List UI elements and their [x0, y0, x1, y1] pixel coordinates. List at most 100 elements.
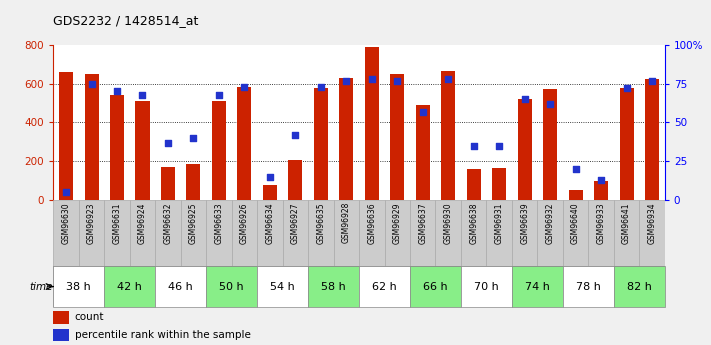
Text: GSM96638: GSM96638 — [469, 202, 479, 244]
Text: GSM96923: GSM96923 — [87, 202, 96, 244]
Point — [289, 132, 301, 138]
Point — [442, 76, 454, 82]
Bar — [619, 88, 634, 200]
Bar — [416, 105, 429, 200]
Text: GSM96931: GSM96931 — [495, 202, 503, 244]
Text: GSM96928: GSM96928 — [342, 202, 351, 243]
Bar — [53, 266, 105, 307]
Bar — [563, 200, 589, 266]
Bar — [308, 266, 359, 307]
Text: GSM96932: GSM96932 — [545, 202, 555, 244]
Text: GSM96639: GSM96639 — [520, 202, 529, 244]
Text: 42 h: 42 h — [117, 282, 142, 292]
Point — [213, 92, 225, 97]
Bar — [333, 200, 359, 266]
Bar — [563, 266, 614, 307]
Bar — [614, 266, 665, 307]
Bar — [442, 71, 455, 200]
Text: GSM96636: GSM96636 — [368, 202, 376, 244]
Point — [188, 135, 199, 141]
Bar — [206, 200, 232, 266]
Bar — [385, 200, 410, 266]
Text: GSM96634: GSM96634 — [265, 202, 274, 244]
Point — [315, 84, 326, 89]
Point — [239, 84, 250, 89]
Point — [545, 101, 556, 107]
Bar — [410, 266, 461, 307]
Bar — [79, 200, 105, 266]
Point — [468, 143, 479, 148]
Bar — [538, 200, 563, 266]
Point — [341, 78, 352, 83]
Bar — [543, 89, 557, 200]
Bar — [186, 164, 201, 200]
Text: GSM96631: GSM96631 — [112, 202, 122, 244]
Text: GSM96926: GSM96926 — [240, 202, 249, 244]
Text: time: time — [29, 282, 53, 292]
Bar — [435, 200, 461, 266]
Text: percentile rank within the sample: percentile rank within the sample — [75, 331, 250, 341]
Bar — [263, 185, 277, 200]
Bar — [645, 79, 659, 200]
Bar — [257, 266, 308, 307]
Bar — [53, 200, 79, 266]
Text: GSM96635: GSM96635 — [316, 202, 326, 244]
Text: GSM96930: GSM96930 — [444, 202, 453, 244]
Bar — [486, 200, 512, 266]
Text: 38 h: 38 h — [66, 282, 91, 292]
Text: GSM96929: GSM96929 — [392, 202, 402, 244]
Bar — [518, 99, 532, 200]
Bar — [512, 266, 563, 307]
Bar — [461, 200, 486, 266]
Bar — [569, 190, 582, 200]
Bar — [155, 200, 181, 266]
Bar — [232, 200, 257, 266]
Point — [570, 166, 582, 172]
Text: GSM96925: GSM96925 — [189, 202, 198, 244]
Bar — [461, 266, 512, 307]
Bar — [390, 74, 405, 200]
Point — [417, 109, 429, 114]
Bar — [512, 200, 538, 266]
Point — [366, 76, 378, 82]
Bar — [594, 181, 608, 200]
Point — [60, 189, 72, 195]
Bar — [289, 160, 302, 200]
Bar — [237, 87, 252, 200]
Bar — [110, 95, 124, 200]
Bar — [308, 200, 333, 266]
Point — [595, 177, 606, 183]
Bar — [136, 101, 149, 200]
Point — [137, 92, 148, 97]
Bar — [206, 266, 257, 307]
Text: GSM96933: GSM96933 — [597, 202, 606, 244]
Bar — [105, 200, 129, 266]
Text: GSM96641: GSM96641 — [622, 202, 631, 244]
Text: 82 h: 82 h — [627, 282, 652, 292]
Point — [519, 96, 530, 102]
Text: GSM96632: GSM96632 — [164, 202, 173, 244]
Bar — [59, 72, 73, 200]
Point — [162, 140, 173, 145]
Text: 78 h: 78 h — [576, 282, 601, 292]
Text: 74 h: 74 h — [525, 282, 550, 292]
Bar — [359, 266, 410, 307]
Bar — [359, 200, 385, 266]
Point — [493, 143, 505, 148]
Text: 62 h: 62 h — [372, 282, 397, 292]
Text: GSM96633: GSM96633 — [215, 202, 223, 244]
Point — [621, 86, 632, 91]
Bar — [589, 200, 614, 266]
Point — [86, 81, 97, 86]
Bar — [53, 329, 68, 342]
Text: 70 h: 70 h — [474, 282, 499, 292]
Bar — [283, 200, 308, 266]
Bar — [257, 200, 283, 266]
Bar — [492, 168, 506, 200]
Bar — [410, 200, 435, 266]
Bar — [129, 200, 155, 266]
Bar — [155, 266, 206, 307]
Text: count: count — [75, 313, 105, 323]
Point — [646, 78, 658, 83]
Point — [392, 78, 403, 83]
